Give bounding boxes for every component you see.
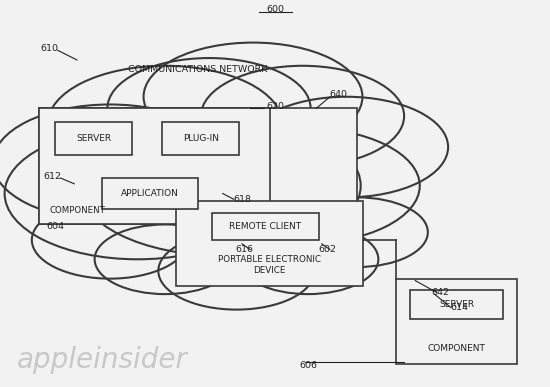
- FancyBboxPatch shape: [396, 279, 517, 364]
- FancyBboxPatch shape: [410, 290, 503, 319]
- Text: 604: 604: [46, 222, 64, 231]
- Text: appleinsider: appleinsider: [16, 346, 188, 374]
- Ellipse shape: [158, 232, 315, 310]
- Ellipse shape: [0, 104, 227, 221]
- Text: 620: 620: [266, 102, 284, 111]
- Ellipse shape: [32, 201, 188, 279]
- Text: COMMUNICATIONS NETWORK: COMMUNICATIONS NETWORK: [128, 65, 268, 74]
- FancyBboxPatch shape: [39, 108, 270, 224]
- FancyBboxPatch shape: [212, 213, 319, 240]
- Text: REMOTE CLIENT: REMOTE CLIENT: [229, 222, 301, 231]
- Text: APPLICATION: APPLICATION: [121, 189, 179, 198]
- Ellipse shape: [144, 43, 362, 151]
- Ellipse shape: [4, 128, 271, 259]
- Text: SERVER: SERVER: [439, 300, 474, 309]
- Text: SERVER: SERVER: [76, 134, 111, 143]
- Text: 610: 610: [41, 44, 58, 53]
- Text: COMPONENT: COMPONENT: [50, 206, 106, 215]
- Text: 600: 600: [266, 5, 284, 14]
- FancyBboxPatch shape: [176, 201, 363, 286]
- Ellipse shape: [79, 116, 361, 255]
- Text: 602: 602: [318, 245, 336, 254]
- FancyBboxPatch shape: [162, 122, 239, 155]
- Text: 642: 642: [431, 288, 449, 297]
- Text: 606: 606: [299, 361, 317, 370]
- Ellipse shape: [48, 66, 282, 182]
- Ellipse shape: [95, 224, 235, 294]
- FancyBboxPatch shape: [39, 108, 358, 224]
- Text: 612: 612: [43, 171, 61, 181]
- Text: PORTABLE ELECTRONIC
DEVICE: PORTABLE ELECTRONIC DEVICE: [218, 255, 321, 276]
- Ellipse shape: [238, 224, 378, 294]
- Text: 618: 618: [233, 195, 251, 204]
- Ellipse shape: [287, 197, 428, 267]
- FancyBboxPatch shape: [55, 122, 132, 155]
- Text: COMPONENT: COMPONENT: [427, 344, 486, 353]
- Text: 616: 616: [236, 245, 254, 254]
- Text: PLUG-IN: PLUG-IN: [183, 134, 219, 143]
- Text: 640: 640: [329, 90, 347, 99]
- FancyBboxPatch shape: [102, 178, 198, 209]
- Ellipse shape: [185, 128, 420, 244]
- Ellipse shape: [107, 58, 311, 159]
- Ellipse shape: [245, 97, 448, 197]
- Text: 614: 614: [450, 303, 468, 312]
- Ellipse shape: [201, 66, 404, 166]
